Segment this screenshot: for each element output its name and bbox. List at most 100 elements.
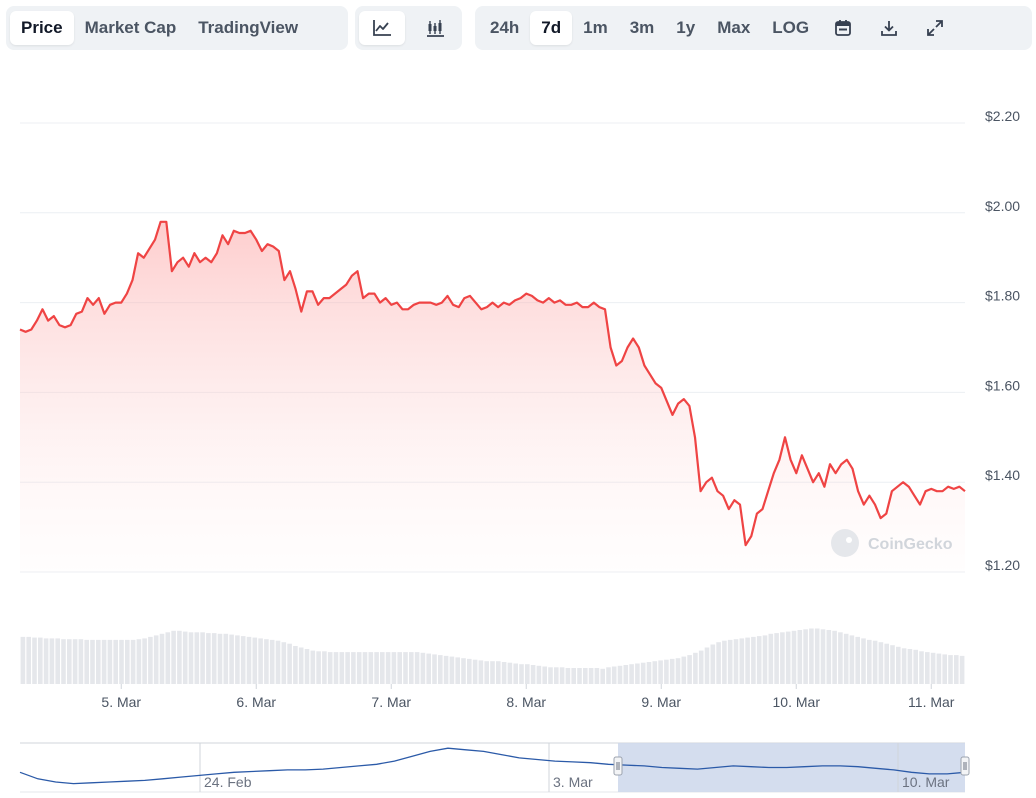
volume-bar [519, 664, 524, 684]
download-button[interactable] [866, 11, 912, 45]
tab-market-cap[interactable]: Market Cap [84, 18, 177, 37]
volume-bar [820, 629, 826, 684]
volume-bar [959, 655, 965, 684]
range-group: 24h 7d 1m 3m 1y Max LOG [475, 6, 1032, 50]
candlestick-chart-button[interactable] [412, 11, 458, 45]
navigator-handle-right[interactable] [960, 756, 970, 776]
volume-bar [698, 650, 704, 684]
volume-bar [217, 633, 223, 684]
volume-bar [426, 653, 431, 684]
range-24h[interactable]: 24h [490, 18, 520, 37]
line-chart-icon [373, 20, 391, 36]
volume-bar [438, 655, 443, 684]
volume-bar [130, 639, 136, 684]
volume-bar [194, 632, 200, 684]
volume-bar [467, 658, 472, 684]
volume-bar [240, 636, 246, 684]
volume-bar [646, 662, 652, 684]
navigator-selection[interactable] [618, 743, 965, 792]
volume-bar [177, 630, 182, 684]
volume-bar [420, 652, 426, 684]
volume-bar [919, 651, 924, 684]
volume-bar [455, 657, 460, 684]
volume-bar [391, 652, 397, 684]
volume-bar [327, 652, 333, 684]
volume-bar [293, 646, 298, 684]
log-scale-toggle[interactable]: LOG [772, 18, 810, 37]
tab-tradingview[interactable]: TradingView [198, 18, 299, 37]
volume-bar [211, 633, 217, 684]
volume-bar [577, 668, 582, 684]
range-max[interactable]: Max [717, 18, 751, 37]
volume-bar [652, 661, 658, 684]
navigator-label: 10. Mar [902, 774, 950, 790]
volume-bar [125, 639, 130, 684]
volume-bar [756, 636, 762, 684]
navigator-handle-left[interactable] [613, 756, 623, 776]
volume-bar [751, 636, 756, 684]
volume-bar [669, 658, 675, 684]
volume-bar [925, 652, 930, 684]
price-line [19, 220, 966, 547]
range-3m[interactable]: 3m [629, 18, 655, 37]
volume-bar [96, 639, 101, 684]
volume-bar [223, 633, 229, 684]
volume-bar [281, 642, 287, 684]
volume-bar [513, 663, 518, 684]
volume-bar [559, 667, 565, 684]
volume-bar [188, 632, 194, 684]
range-7d[interactable]: 7d [530, 11, 573, 45]
volume-bar [403, 652, 408, 684]
watermark: CoinGecko [831, 529, 953, 557]
volume-bar [710, 644, 716, 684]
volume-bar [275, 640, 281, 684]
volume-bar [600, 668, 605, 684]
volume-bar [67, 639, 72, 684]
volume-bar [55, 638, 60, 684]
volume-bar [107, 639, 113, 684]
volume-bar [936, 653, 942, 684]
volume-bar [664, 659, 669, 684]
volume-bar [287, 643, 292, 684]
volume-bar [890, 645, 895, 684]
range-navigator[interactable]: 24. Feb 3. Mar 10. Mar [19, 742, 970, 793]
fullscreen-button[interactable] [912, 11, 958, 45]
volume-bar [583, 668, 588, 684]
date-range-button[interactable] [820, 11, 866, 45]
volume-bar [611, 666, 617, 684]
volume-bar [745, 637, 750, 684]
volume-bar [461, 658, 466, 684]
volume-bar [316, 651, 321, 684]
volume-bar [913, 649, 918, 684]
volume-bar [142, 638, 147, 684]
volume-bar [322, 651, 327, 684]
volume-bar [484, 661, 489, 684]
volume-bar [617, 665, 623, 684]
volume-bar [414, 652, 420, 684]
range-1m[interactable]: 1m [583, 18, 608, 37]
volume-bar [235, 635, 240, 684]
volume-bar [681, 656, 687, 684]
volume-bar [548, 667, 553, 684]
volume-bar [930, 652, 936, 684]
watermark-label: CoinGecko [868, 536, 953, 553]
volume-bar [61, 639, 66, 684]
volume-bar [119, 639, 124, 684]
volume-bar [525, 664, 530, 684]
candlestick-chart-icon [427, 20, 444, 37]
expand-icon [927, 20, 944, 36]
volume-bar [791, 630, 797, 684]
volume-bar [200, 632, 205, 684]
volume-bar [542, 666, 547, 684]
range-1y[interactable]: 1y [676, 18, 696, 37]
volume-bar [762, 635, 768, 684]
line-chart-button[interactable] [359, 11, 405, 45]
tab-price[interactable]: Price [10, 11, 74, 45]
y-tick-label: $1.40 [985, 467, 1020, 483]
volume-bar [101, 639, 107, 684]
x-tick-label: 8. Mar [506, 694, 546, 710]
x-tick-label: 7. Mar [371, 694, 411, 710]
volume-bar [374, 652, 379, 684]
volume-bar [478, 660, 484, 684]
